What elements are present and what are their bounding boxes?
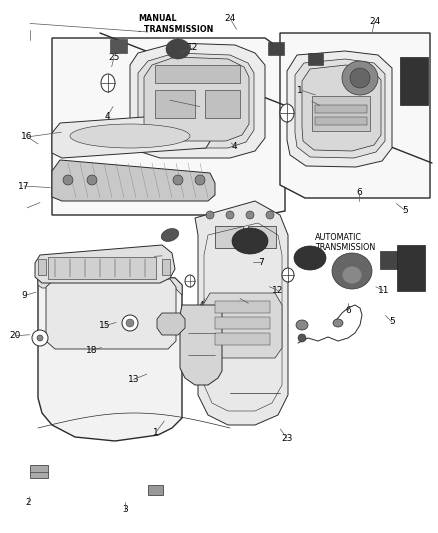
Text: 6: 6 (356, 189, 362, 197)
Bar (248, 226, 276, 248)
Text: 4: 4 (105, 112, 110, 120)
Ellipse shape (342, 266, 362, 284)
Text: MANUAL
. TRANSMISSION: MANUAL . TRANSMISSION (138, 14, 213, 34)
Text: 23: 23 (281, 434, 293, 442)
Bar (215, 301, 270, 313)
Text: 5: 5 (389, 318, 395, 326)
Bar (155, 90, 195, 118)
Polygon shape (302, 65, 381, 151)
Text: 8: 8 (151, 252, 157, 261)
Ellipse shape (280, 104, 294, 122)
Ellipse shape (70, 124, 190, 148)
Bar (48, 257, 156, 279)
Text: 4: 4 (199, 302, 204, 310)
Bar (38, 259, 46, 275)
Text: 13: 13 (128, 375, 139, 384)
Bar (215, 226, 243, 248)
Polygon shape (195, 201, 288, 425)
Ellipse shape (298, 334, 306, 342)
Ellipse shape (232, 228, 268, 254)
Polygon shape (180, 305, 222, 385)
Text: 24: 24 (369, 18, 380, 26)
Ellipse shape (195, 175, 205, 185)
Ellipse shape (282, 268, 294, 282)
Polygon shape (52, 113, 212, 158)
Bar (215, 317, 270, 329)
Bar (155, 65, 240, 83)
Text: 14: 14 (243, 299, 254, 308)
Polygon shape (203, 293, 282, 358)
Polygon shape (157, 313, 185, 335)
Ellipse shape (87, 175, 97, 185)
Ellipse shape (173, 175, 183, 185)
Polygon shape (38, 278, 182, 295)
Text: 9: 9 (21, 292, 27, 300)
Ellipse shape (161, 229, 179, 241)
Bar (268, 42, 284, 55)
Polygon shape (287, 51, 392, 167)
Ellipse shape (226, 211, 234, 219)
Ellipse shape (37, 335, 43, 341)
Bar (397, 245, 425, 291)
Polygon shape (144, 57, 249, 141)
Text: 12: 12 (272, 286, 284, 295)
Ellipse shape (332, 253, 372, 289)
Bar (315, 117, 367, 125)
Polygon shape (280, 33, 430, 198)
Text: 3: 3 (122, 505, 128, 514)
Text: 11: 11 (297, 86, 308, 95)
Ellipse shape (122, 315, 138, 331)
Text: 15: 15 (99, 321, 111, 330)
Bar (162, 259, 170, 275)
Bar (205, 90, 240, 118)
Text: 25: 25 (314, 101, 325, 110)
Ellipse shape (32, 330, 48, 346)
Text: AUTOMATIC
TRANSMISSION: AUTOMATIC TRANSMISSION (315, 233, 376, 252)
Ellipse shape (294, 246, 326, 270)
Text: 24: 24 (224, 14, 236, 22)
Ellipse shape (185, 275, 195, 287)
Ellipse shape (63, 175, 73, 185)
Polygon shape (130, 43, 265, 158)
Text: 5: 5 (402, 206, 408, 215)
Ellipse shape (342, 61, 378, 95)
Ellipse shape (350, 68, 370, 88)
Text: 11: 11 (378, 286, 389, 295)
Bar (30, 465, 48, 478)
Ellipse shape (166, 39, 190, 59)
Bar (315, 105, 367, 113)
Polygon shape (52, 160, 215, 201)
Bar (148, 485, 163, 495)
Bar (380, 251, 402, 269)
Text: 12: 12 (187, 44, 198, 52)
Text: 6: 6 (345, 306, 351, 314)
Ellipse shape (246, 211, 254, 219)
Bar (215, 333, 270, 345)
Text: 16: 16 (21, 133, 33, 141)
Ellipse shape (296, 320, 308, 330)
Bar (312, 96, 370, 131)
Text: 4: 4 (232, 142, 237, 150)
Bar (308, 53, 323, 65)
Polygon shape (295, 59, 385, 158)
Text: 17: 17 (18, 182, 30, 190)
Ellipse shape (333, 319, 343, 327)
Bar (400, 57, 428, 105)
Polygon shape (46, 279, 176, 349)
Ellipse shape (126, 319, 134, 327)
Bar (110, 39, 127, 53)
Text: 2: 2 (26, 498, 31, 507)
Text: 25: 25 (108, 53, 120, 62)
Ellipse shape (101, 74, 115, 92)
Polygon shape (35, 245, 175, 283)
Polygon shape (138, 53, 254, 148)
Text: 18: 18 (86, 346, 98, 354)
Text: 1: 1 (152, 429, 159, 437)
Ellipse shape (206, 211, 214, 219)
Text: 20: 20 (10, 332, 21, 340)
Text: 7: 7 (258, 258, 265, 266)
Polygon shape (52, 38, 285, 215)
Polygon shape (38, 278, 182, 441)
Ellipse shape (266, 211, 274, 219)
